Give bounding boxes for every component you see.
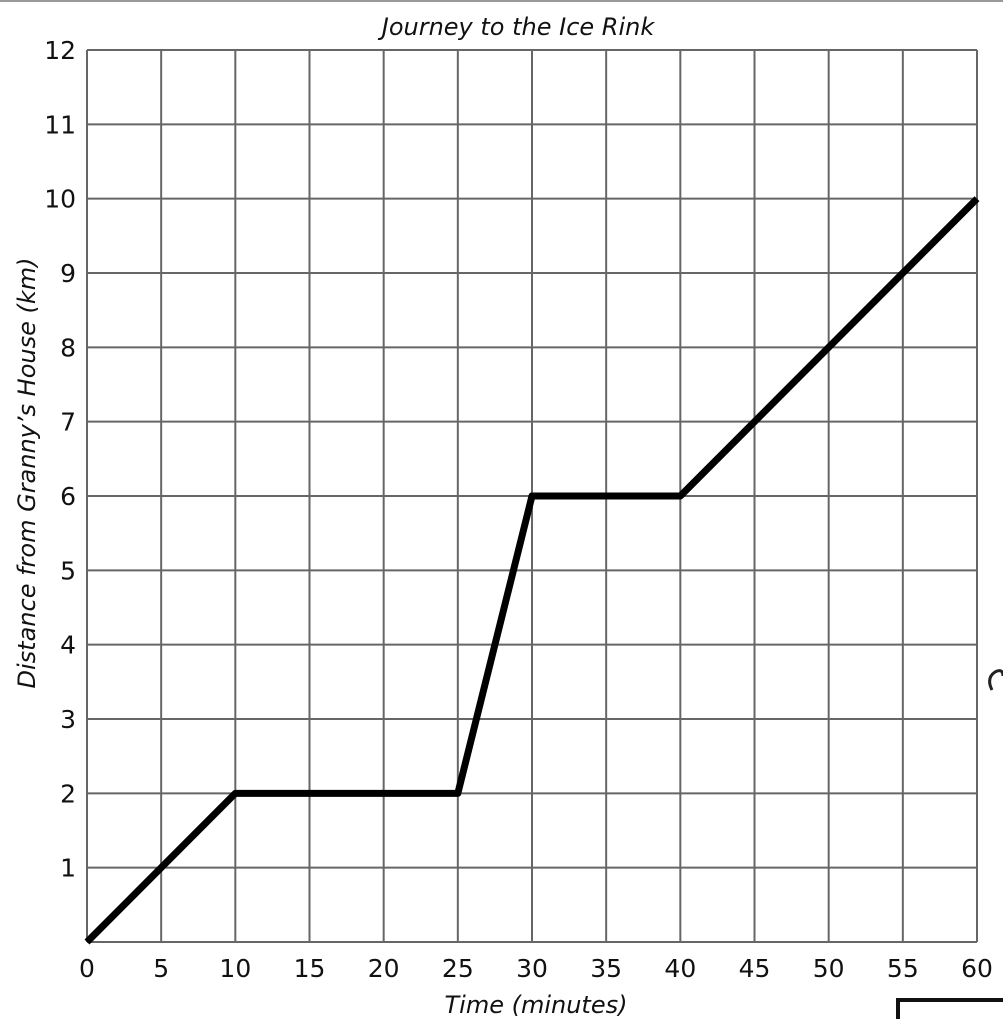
x-tick-label: 10 (219, 954, 251, 983)
x-tick-label: 30 (516, 954, 548, 983)
y-tick-label: 1 (60, 854, 76, 883)
y-tick-label: 8 (60, 333, 76, 362)
y-tick-label: 11 (44, 110, 76, 139)
y-tick-label: 3 (60, 705, 76, 734)
y-tick-label: 9 (60, 259, 76, 288)
x-tick-label: 15 (294, 954, 326, 983)
x-tick-label: 45 (739, 954, 771, 983)
x-axis-title: Time (minutes) (445, 991, 628, 1019)
top-border (0, 0, 1003, 2)
x-tick-label: 40 (664, 954, 696, 983)
x-tick-label: 0 (79, 954, 95, 983)
x-tick-labels: 0 5 10 15 20 25 30 35 40 45 50 55 60 (79, 954, 993, 983)
y-axis-title: Distance from Granny’s House (km) (13, 258, 41, 689)
x-tick-label: 55 (887, 954, 919, 983)
x-tick-label: 35 (590, 954, 622, 983)
x-tick-label: 50 (813, 954, 845, 983)
y-tick-label: 5 (60, 556, 76, 585)
x-tick-label: 5 (153, 954, 169, 983)
y-tick-label: 7 (60, 408, 76, 437)
chart-title: Journey to the Ice Rink (378, 13, 656, 41)
y-tick-label: 2 (60, 779, 76, 808)
y-tick-label: 4 (60, 631, 76, 660)
x-tick-label: 60 (961, 954, 993, 983)
x-tick-label: 25 (442, 954, 474, 983)
x-tick-label: 20 (368, 954, 400, 983)
y-tick-label: 12 (44, 36, 76, 65)
y-tick-label: 10 (44, 185, 76, 214)
y-tick-label: 6 (60, 482, 76, 511)
